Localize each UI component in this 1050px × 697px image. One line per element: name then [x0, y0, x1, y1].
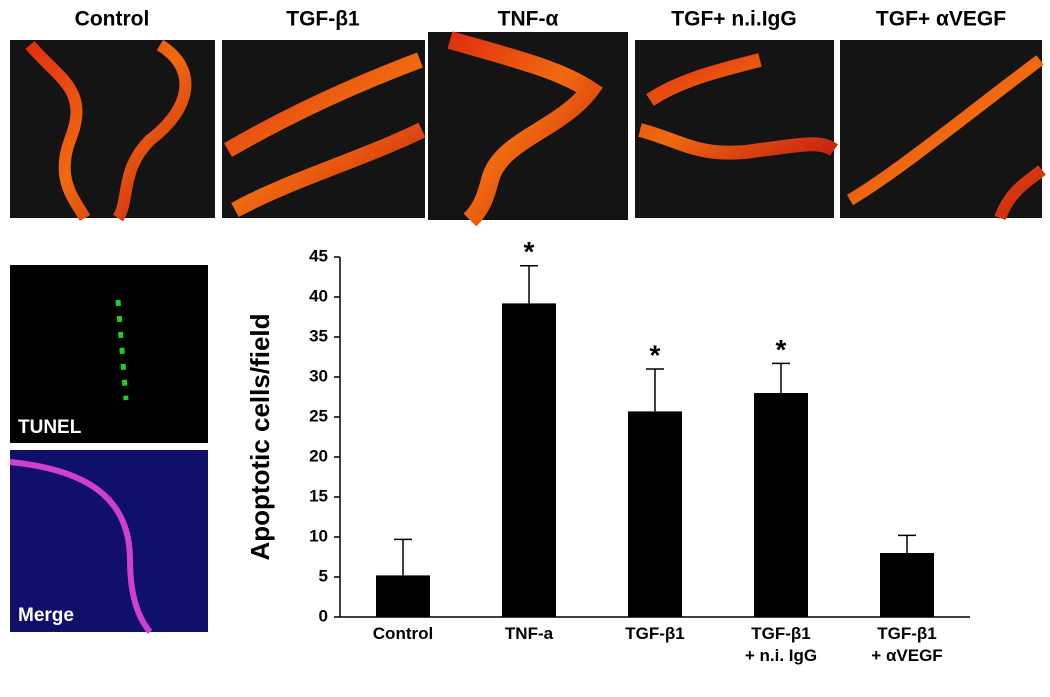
y-tick-label: 40: [309, 286, 328, 305]
x-tick-label: TGF-β1 + αVEGF: [871, 624, 943, 665]
y-tick-label: 10: [309, 526, 328, 545]
y-tick-label: 15: [309, 486, 328, 505]
bar: [628, 411, 682, 617]
y-tick-label: 0: [319, 606, 328, 625]
error-bar: [898, 534, 916, 553]
bar: [880, 553, 934, 617]
x-tick-label: TGF-β1 + n.i. IgG: [744, 624, 818, 665]
image-texture: [9, 459, 153, 634]
image: [10, 450, 208, 632]
panel-label: TGF+ n.i.IgG: [671, 8, 796, 31]
y-tick-label: 20: [309, 446, 328, 465]
y-tick-label: 25: [309, 406, 328, 425]
x-tick-label: Control: [372, 624, 434, 643]
panel-label: TGF-β1: [286, 8, 360, 31]
image: [10, 265, 208, 443]
x-tick-label: TGF-β1: [625, 624, 685, 643]
panel-label: TNF-α: [498, 8, 559, 31]
x-tick-label: TNF-a: [504, 624, 554, 643]
panel-label: Control: [75, 8, 150, 31]
y-axis-label: Apoptotic cells/field: [245, 313, 275, 560]
error-bar: [772, 362, 790, 393]
micrographs: [9, 31, 1046, 634]
error-bar: [646, 368, 664, 412]
y-tick-label: 30: [309, 366, 328, 385]
image-texture: [846, 55, 1046, 221]
panel-label: TUNEL: [18, 417, 82, 438]
image-texture: [447, 31, 603, 227]
y-tick-label: 35: [309, 326, 328, 345]
y-tick-label: 5: [319, 566, 328, 585]
significance: *: [776, 334, 787, 365]
panel-label: TGF+ αVEGF: [876, 8, 1006, 31]
bar: [502, 303, 556, 617]
y-tick-label: 45: [309, 246, 328, 265]
panel-label: Merge: [18, 605, 74, 626]
significance: *: [650, 339, 661, 370]
error-bar: [394, 538, 412, 576]
bar: [376, 575, 430, 617]
image-texture: [224, 52, 426, 218]
significance: *: [524, 236, 535, 267]
bar: [754, 393, 808, 617]
image-texture: [115, 299, 129, 401]
error-bar: [520, 265, 538, 304]
image-texture: [638, 53, 839, 160]
image-texture: [25, 39, 192, 222]
